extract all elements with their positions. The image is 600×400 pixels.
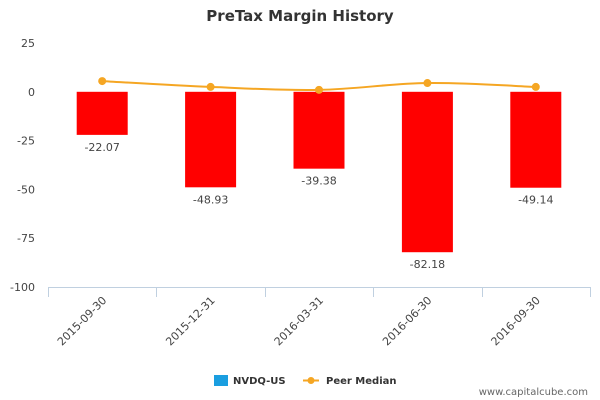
bar-data-label: -22.07 (84, 141, 119, 154)
peer-median-series (98, 77, 540, 94)
y-tick-label: 0 (28, 86, 35, 99)
y-tick-label: -100 (10, 281, 35, 294)
bar-series (76, 91, 562, 253)
x-tick-label: 2015-09-30 (55, 294, 109, 348)
legend-label-nvdq: NVDQ-US (233, 376, 286, 387)
bar[interactable] (76, 91, 128, 135)
bar[interactable] (401, 91, 453, 253)
legend-label-peer-median: Peer Median (326, 376, 397, 387)
bar-data-labels: -22.07 -48.93 -39.38 -82.18 -49.14 (84, 141, 553, 271)
x-axis: 2015-09-30 2015-12-31 2016-03-31 2016-06-30… (48, 287, 591, 348)
bar-data-label: -82.18 (410, 258, 445, 271)
peer-median-point[interactable] (531, 82, 540, 91)
y-tick-label: -25 (17, 135, 35, 148)
watermark: www.capitalcube.com (479, 387, 588, 398)
y-tick-label: 25 (21, 37, 35, 50)
bar[interactable] (510, 91, 562, 188)
legend-item-peer-median[interactable]: Peer Median (303, 376, 397, 387)
x-tick-label: 2015-12-31 (163, 294, 217, 348)
y-axis: 25 0 -25 -50 -75 -100 (10, 37, 35, 294)
x-tick-label: 2016-06-30 (380, 294, 434, 348)
bar-data-label: -48.93 (193, 193, 228, 206)
legend: NVDQ-US Peer Median (214, 375, 397, 387)
legend-marker-peer-median (307, 377, 315, 384)
peer-median-point[interactable] (315, 85, 323, 94)
peer-median-point[interactable] (206, 82, 215, 91)
chart-title: PreTax Margin History (206, 7, 394, 25)
bar-data-label: -49.14 (518, 194, 553, 207)
y-tick-label: -50 (17, 183, 35, 196)
legend-swatch-nvdq (214, 375, 228, 386)
bar-data-label: -39.38 (301, 175, 336, 188)
x-tick-label: 2016-03-31 (272, 294, 326, 348)
peer-median-point[interactable] (423, 79, 432, 88)
x-tick-label: 2016-09-30 (489, 294, 543, 348)
bar[interactable] (185, 91, 237, 188)
legend-item-nvdq[interactable]: NVDQ-US (214, 375, 286, 387)
bar[interactable] (293, 91, 345, 169)
y-tick-label: -75 (17, 232, 35, 245)
peer-median-point[interactable] (98, 77, 107, 86)
